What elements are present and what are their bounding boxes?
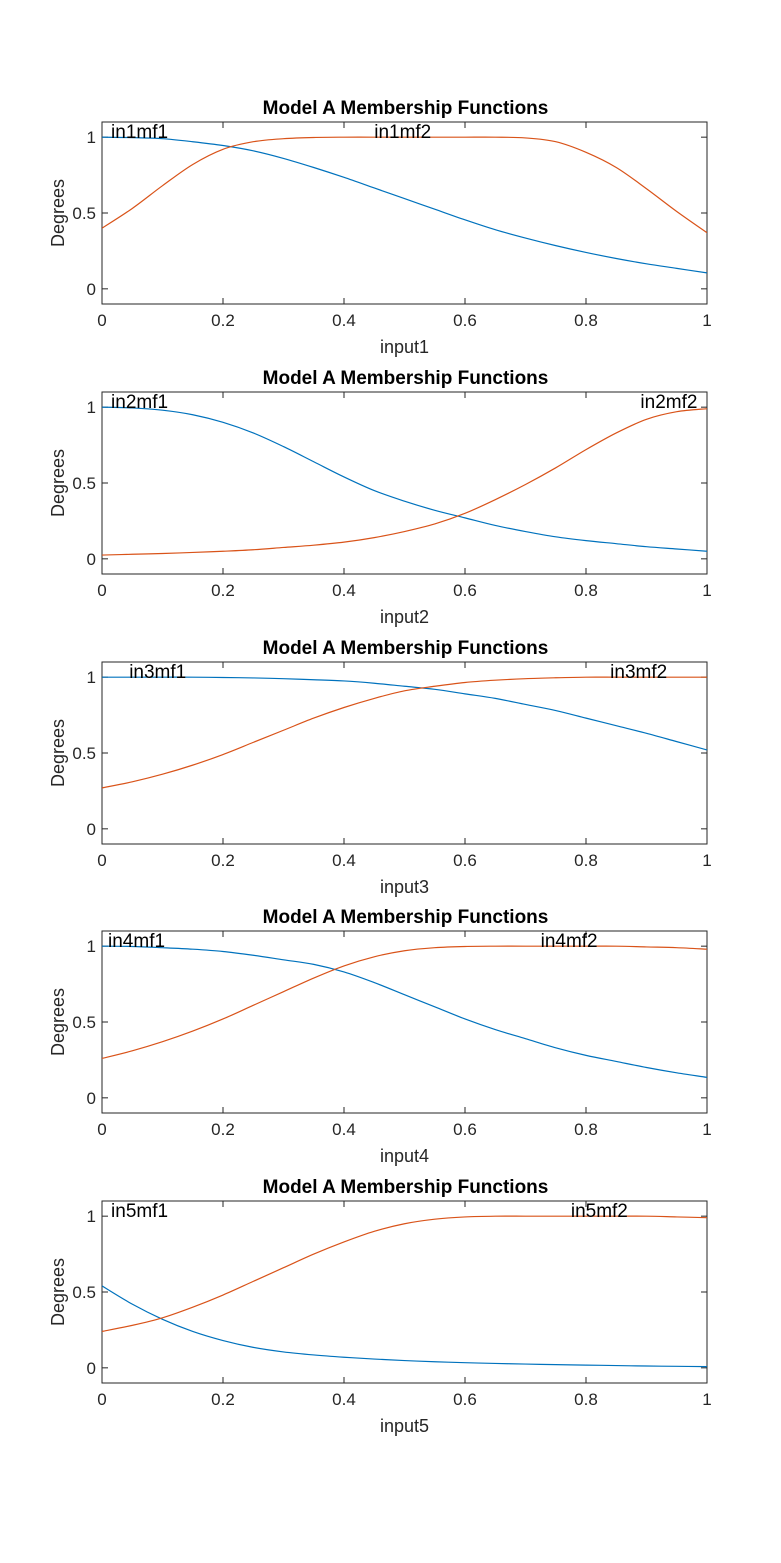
x-tick-label: 0.8	[574, 851, 598, 870]
series-line-in4mf1	[102, 945, 707, 1078]
y-tick-label: 0	[87, 280, 96, 299]
x-tick-label: 0.4	[332, 311, 356, 330]
plot-panel-1: 0 0.2 0.4 0.6 0.8 1 0 0.5 1 Model A Membership Fu…	[48, 98, 712, 357]
axes-box	[101, 930, 708, 1114]
axes-box	[101, 391, 708, 575]
x-tick-label: 0.6	[453, 311, 477, 330]
x-tick-label: 0.4	[332, 1390, 356, 1409]
series-line-in5mf1	[102, 1285, 707, 1368]
series-line-in2mf2	[102, 408, 707, 556]
x-tick-label: 0	[97, 311, 106, 330]
y-tick-label: 1	[87, 937, 96, 956]
x-tick-label: 0.6	[453, 1120, 477, 1139]
plot-panel-5: 0 0.2 0.4 0.6 0.8 1 0 0.5 1 Model A Membership Fu…	[48, 1177, 712, 1436]
x-tick-label: 0.2	[211, 1390, 235, 1409]
x-tick-label: 0.2	[211, 581, 235, 600]
plot-panel-3: 0 0.2 0.4 0.6 0.8 1 0 0.5 1 Model A Membership Fu…	[48, 638, 712, 897]
y-tick-label: 0.5	[72, 1013, 96, 1032]
chart-title: Model A Membership Functions	[263, 368, 549, 389]
plot-panel-2: 0 0.2 0.4 0.6 0.8 1 0 0.5 1 Model A Membership Fu…	[48, 368, 712, 627]
x-tick-label: 0.2	[211, 1120, 235, 1139]
chart-title: Model A Membership Functions	[263, 98, 549, 119]
series-line-in5mf2	[102, 1215, 707, 1333]
y-tick-label: 1	[87, 668, 96, 687]
x-axis-label: input5	[380, 1416, 429, 1436]
y-tick-label: 0	[87, 550, 96, 569]
axes-box	[101, 121, 708, 305]
x-tick-label: 0	[97, 581, 106, 600]
chart-title: Model A Membership Functions	[263, 638, 549, 659]
y-tick-label: 1	[87, 398, 96, 417]
mf-label-in2mf2: in2mf2	[640, 392, 697, 413]
chart-title: Model A Membership Functions	[263, 907, 549, 928]
series-line-in4mf2	[102, 945, 707, 1059]
y-tick-label: 0.5	[72, 474, 96, 493]
y-axis-label: Degrees	[48, 179, 68, 247]
mf-label-in1mf2: in1mf2	[374, 122, 431, 143]
y-tick-label: 0.5	[72, 744, 96, 763]
x-tick-label: 0.2	[211, 851, 235, 870]
x-tick-label: 0.8	[574, 581, 598, 600]
axes-box	[101, 661, 708, 845]
x-tick-label: 1	[702, 1390, 711, 1409]
mf-label-in3mf1: in3mf1	[129, 662, 186, 683]
y-tick-label: 0	[87, 820, 96, 839]
mf-label-in5mf1: in5mf1	[111, 1201, 168, 1222]
x-tick-label: 1	[702, 581, 711, 600]
x-tick-label: 1	[702, 311, 711, 330]
mf-label-in2mf1: in2mf1	[111, 392, 168, 413]
y-tick-label: 1	[87, 1207, 96, 1226]
y-tick-label: 0	[87, 1359, 96, 1378]
series-line-in2mf1	[102, 406, 707, 552]
x-tick-label: 0.4	[332, 851, 356, 870]
x-tick-label: 0.4	[332, 1120, 356, 1139]
mf-label-in4mf2: in4mf2	[541, 931, 598, 952]
y-axis-label: Degrees	[48, 1258, 68, 1326]
x-axis-label: input1	[380, 337, 429, 357]
x-tick-label: 0.8	[574, 1390, 598, 1409]
y-tick-label: 0.5	[72, 204, 96, 223]
x-tick-label: 0.8	[574, 1120, 598, 1139]
y-axis-label: Degrees	[48, 988, 68, 1056]
series-line-in1mf1	[102, 136, 707, 274]
x-tick-label: 0.6	[453, 851, 477, 870]
x-tick-label: 0.6	[453, 1390, 477, 1409]
y-tick-label: 0	[87, 1089, 96, 1108]
x-axis-label: input2	[380, 607, 429, 627]
y-axis-label: Degrees	[48, 449, 68, 517]
mf-label-in3mf2: in3mf2	[610, 662, 667, 683]
x-tick-label: 0	[97, 851, 106, 870]
series-line-in3mf1	[102, 676, 707, 751]
x-tick-label: 0.4	[332, 581, 356, 600]
x-tick-label: 0.8	[574, 311, 598, 330]
chart-title: Model A Membership Functions	[263, 1177, 549, 1198]
mf-label-in1mf1: in1mf1	[111, 122, 168, 143]
x-tick-label: 0	[97, 1120, 106, 1139]
x-tick-label: 1	[702, 1120, 711, 1139]
y-tick-label: 1	[87, 128, 96, 147]
x-axis-label: input4	[380, 1146, 429, 1166]
x-tick-label: 0	[97, 1390, 106, 1409]
series-line-in1mf2	[102, 136, 707, 234]
x-axis-label: input3	[380, 877, 429, 897]
x-tick-label: 0.6	[453, 581, 477, 600]
plot-panel-4: 0 0.2 0.4 0.6 0.8 1 0 0.5 1 Model A Membership Fu…	[48, 907, 712, 1166]
axes-box	[101, 1200, 708, 1384]
mf-label-in5mf2: in5mf2	[571, 1201, 628, 1222]
x-tick-label: 1	[702, 851, 711, 870]
y-axis-label: Degrees	[48, 719, 68, 787]
series-line-in3mf2	[102, 676, 707, 789]
mf-label-in4mf1: in4mf1	[108, 931, 165, 952]
x-tick-label: 0.2	[211, 311, 235, 330]
y-tick-label: 0.5	[72, 1283, 96, 1302]
